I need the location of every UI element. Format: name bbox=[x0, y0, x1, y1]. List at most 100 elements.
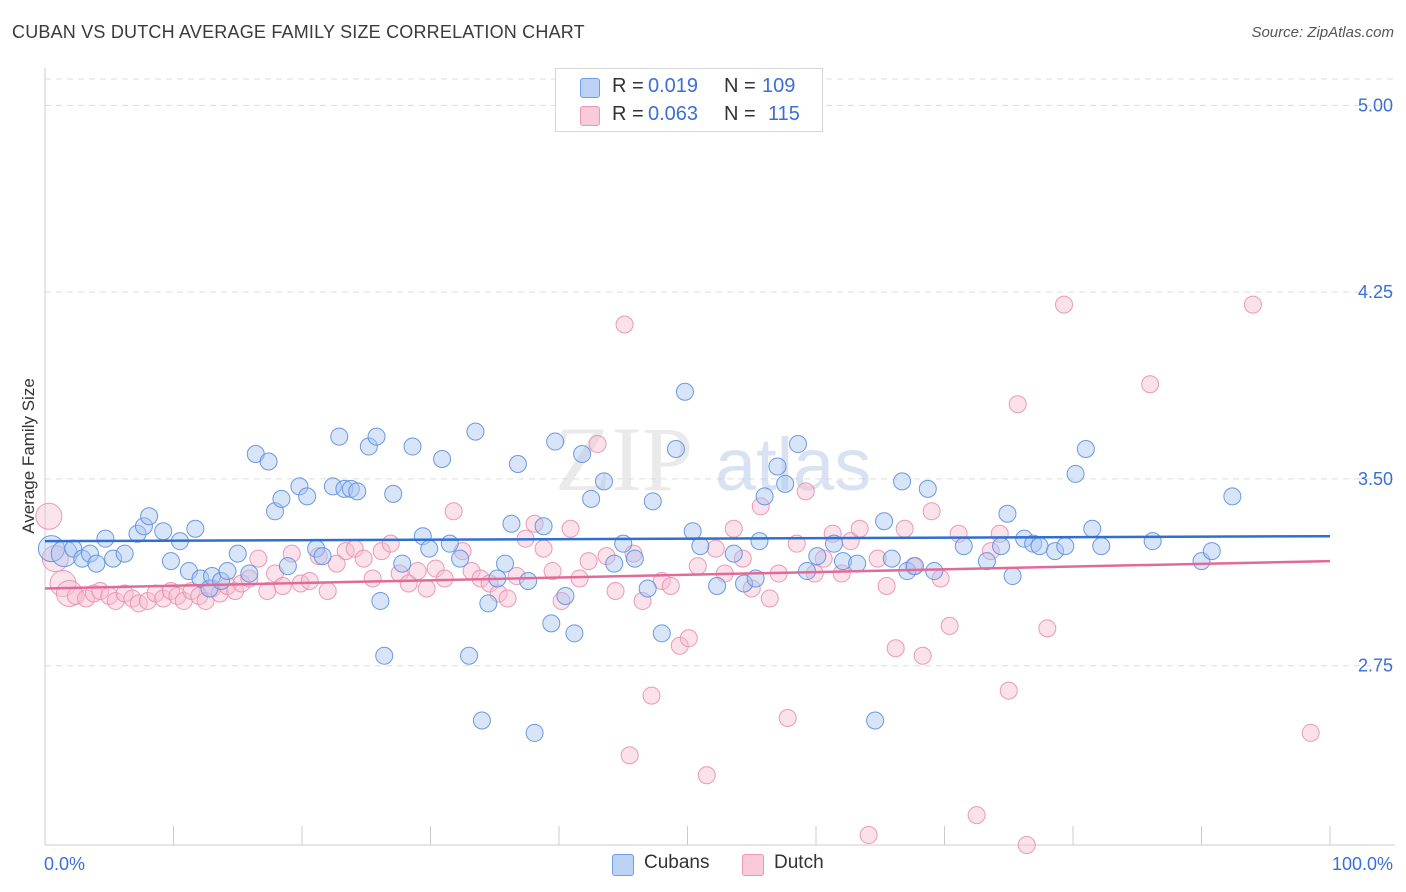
dutch-point bbox=[886, 639, 905, 658]
dutch-point bbox=[1038, 619, 1057, 638]
dutch-point bbox=[877, 577, 896, 595]
cubans-point bbox=[371, 591, 390, 610]
chart-title: CUBAN VS DUTCH AVERAGE FAMILY SIZE CORRE… bbox=[12, 22, 585, 42]
cubans-point bbox=[87, 554, 106, 573]
cubans-point bbox=[1066, 464, 1085, 483]
cubans-point bbox=[1143, 532, 1162, 551]
cubans-point bbox=[1030, 537, 1049, 556]
y-axis-label: Average Family Size bbox=[19, 378, 38, 534]
dutch-point bbox=[35, 502, 63, 530]
dutch-point bbox=[588, 435, 607, 454]
cubans-point bbox=[278, 557, 297, 576]
dutch-point bbox=[760, 589, 779, 608]
dutch-point bbox=[240, 569, 259, 588]
dutch-point bbox=[670, 636, 689, 655]
cubans-point bbox=[359, 437, 378, 456]
cubans-point bbox=[1083, 519, 1102, 538]
cubans-point bbox=[691, 537, 710, 556]
cubans-point bbox=[1223, 487, 1242, 506]
watermark-atlas: atlas bbox=[715, 423, 871, 506]
cubans-point bbox=[440, 534, 459, 553]
cubans-point bbox=[808, 547, 827, 566]
dutch-point bbox=[697, 766, 716, 785]
dutch-point bbox=[561, 519, 580, 538]
stats-row-cubans: R = 0.019 N = 109 bbox=[556, 73, 822, 101]
cubans-r-label: R = bbox=[612, 75, 644, 97]
cubans-swatch bbox=[580, 78, 600, 98]
dutch-point bbox=[372, 542, 391, 561]
cubans-point bbox=[1015, 529, 1034, 548]
dutch-n-value: 115 bbox=[768, 103, 800, 125]
dutch-point bbox=[579, 552, 598, 571]
dutch-point bbox=[498, 589, 517, 608]
cubans-point bbox=[313, 547, 332, 566]
cubans-point bbox=[525, 723, 544, 742]
cubans-point bbox=[298, 487, 317, 506]
cubans-point bbox=[519, 572, 538, 591]
dutch-point bbox=[620, 746, 639, 765]
cubans-point bbox=[451, 549, 470, 568]
cubans-point bbox=[925, 562, 944, 581]
dutch-point bbox=[778, 708, 797, 727]
dutch-point bbox=[426, 559, 445, 578]
dutch-point bbox=[41, 545, 69, 573]
dutch-point bbox=[981, 542, 1000, 561]
cubans-point bbox=[1003, 567, 1022, 586]
cubans-point bbox=[875, 512, 894, 531]
cubans-point bbox=[735, 574, 754, 593]
cubans-point bbox=[161, 552, 180, 571]
dutch-point bbox=[796, 482, 815, 501]
series-cubans-points bbox=[37, 382, 1242, 742]
cubans-point bbox=[724, 544, 743, 563]
cubans-point bbox=[683, 522, 702, 541]
dutch-point bbox=[507, 567, 526, 586]
cubans-point bbox=[403, 437, 422, 456]
cubans-point bbox=[240, 564, 259, 583]
x-tick-label-max: 100.0% bbox=[1332, 854, 1393, 874]
cubans-point bbox=[534, 517, 553, 536]
cubans-point bbox=[218, 562, 237, 581]
cubans-point bbox=[848, 554, 867, 573]
watermark-zip: ZIP bbox=[555, 408, 693, 510]
legend-cubans-swatch bbox=[612, 854, 634, 876]
dutch-point bbox=[652, 572, 671, 591]
cubans-point bbox=[824, 534, 843, 553]
cubans-point bbox=[186, 519, 205, 538]
dutch-r-label: R = bbox=[612, 103, 644, 125]
dutch-point bbox=[661, 577, 680, 595]
y-tick-label: 2.75 bbox=[1358, 656, 1393, 676]
y-tick-label: 4.25 bbox=[1358, 282, 1393, 302]
cubans-point bbox=[546, 432, 565, 451]
source-label: Source: ZipAtlas.com bbox=[1251, 24, 1394, 41]
cubans-point bbox=[460, 646, 479, 665]
cubans-point bbox=[1056, 537, 1075, 556]
dutch-point bbox=[354, 549, 373, 568]
cubans-point bbox=[573, 445, 592, 464]
cubans-point bbox=[882, 549, 901, 568]
dutch-point bbox=[138, 591, 157, 610]
cubans-point bbox=[496, 554, 515, 573]
cubans-point bbox=[789, 435, 808, 454]
cubans-point bbox=[115, 544, 134, 563]
dutch-point bbox=[417, 579, 436, 598]
dutch-point bbox=[1301, 723, 1320, 742]
cubans-point bbox=[367, 427, 386, 446]
cubans-point bbox=[755, 487, 774, 506]
dutch-point bbox=[381, 534, 400, 553]
cubans-point bbox=[998, 504, 1017, 523]
cubans-point bbox=[556, 586, 575, 605]
dutch-point bbox=[273, 577, 292, 595]
cubans-point bbox=[140, 507, 159, 526]
cubans-point bbox=[228, 544, 247, 563]
dutch-point bbox=[1008, 395, 1027, 414]
cubans-point bbox=[393, 554, 412, 573]
y-tick-label: 3.50 bbox=[1358, 469, 1393, 489]
dutch-n-label: N = bbox=[724, 103, 756, 125]
dutch-r-value: 0.063 bbox=[648, 103, 699, 125]
dutch-point bbox=[940, 616, 959, 635]
cubans-n-label: N = bbox=[724, 75, 756, 97]
cubans-point bbox=[272, 489, 291, 508]
cubans-point bbox=[542, 614, 561, 633]
dutch-point bbox=[318, 581, 337, 600]
